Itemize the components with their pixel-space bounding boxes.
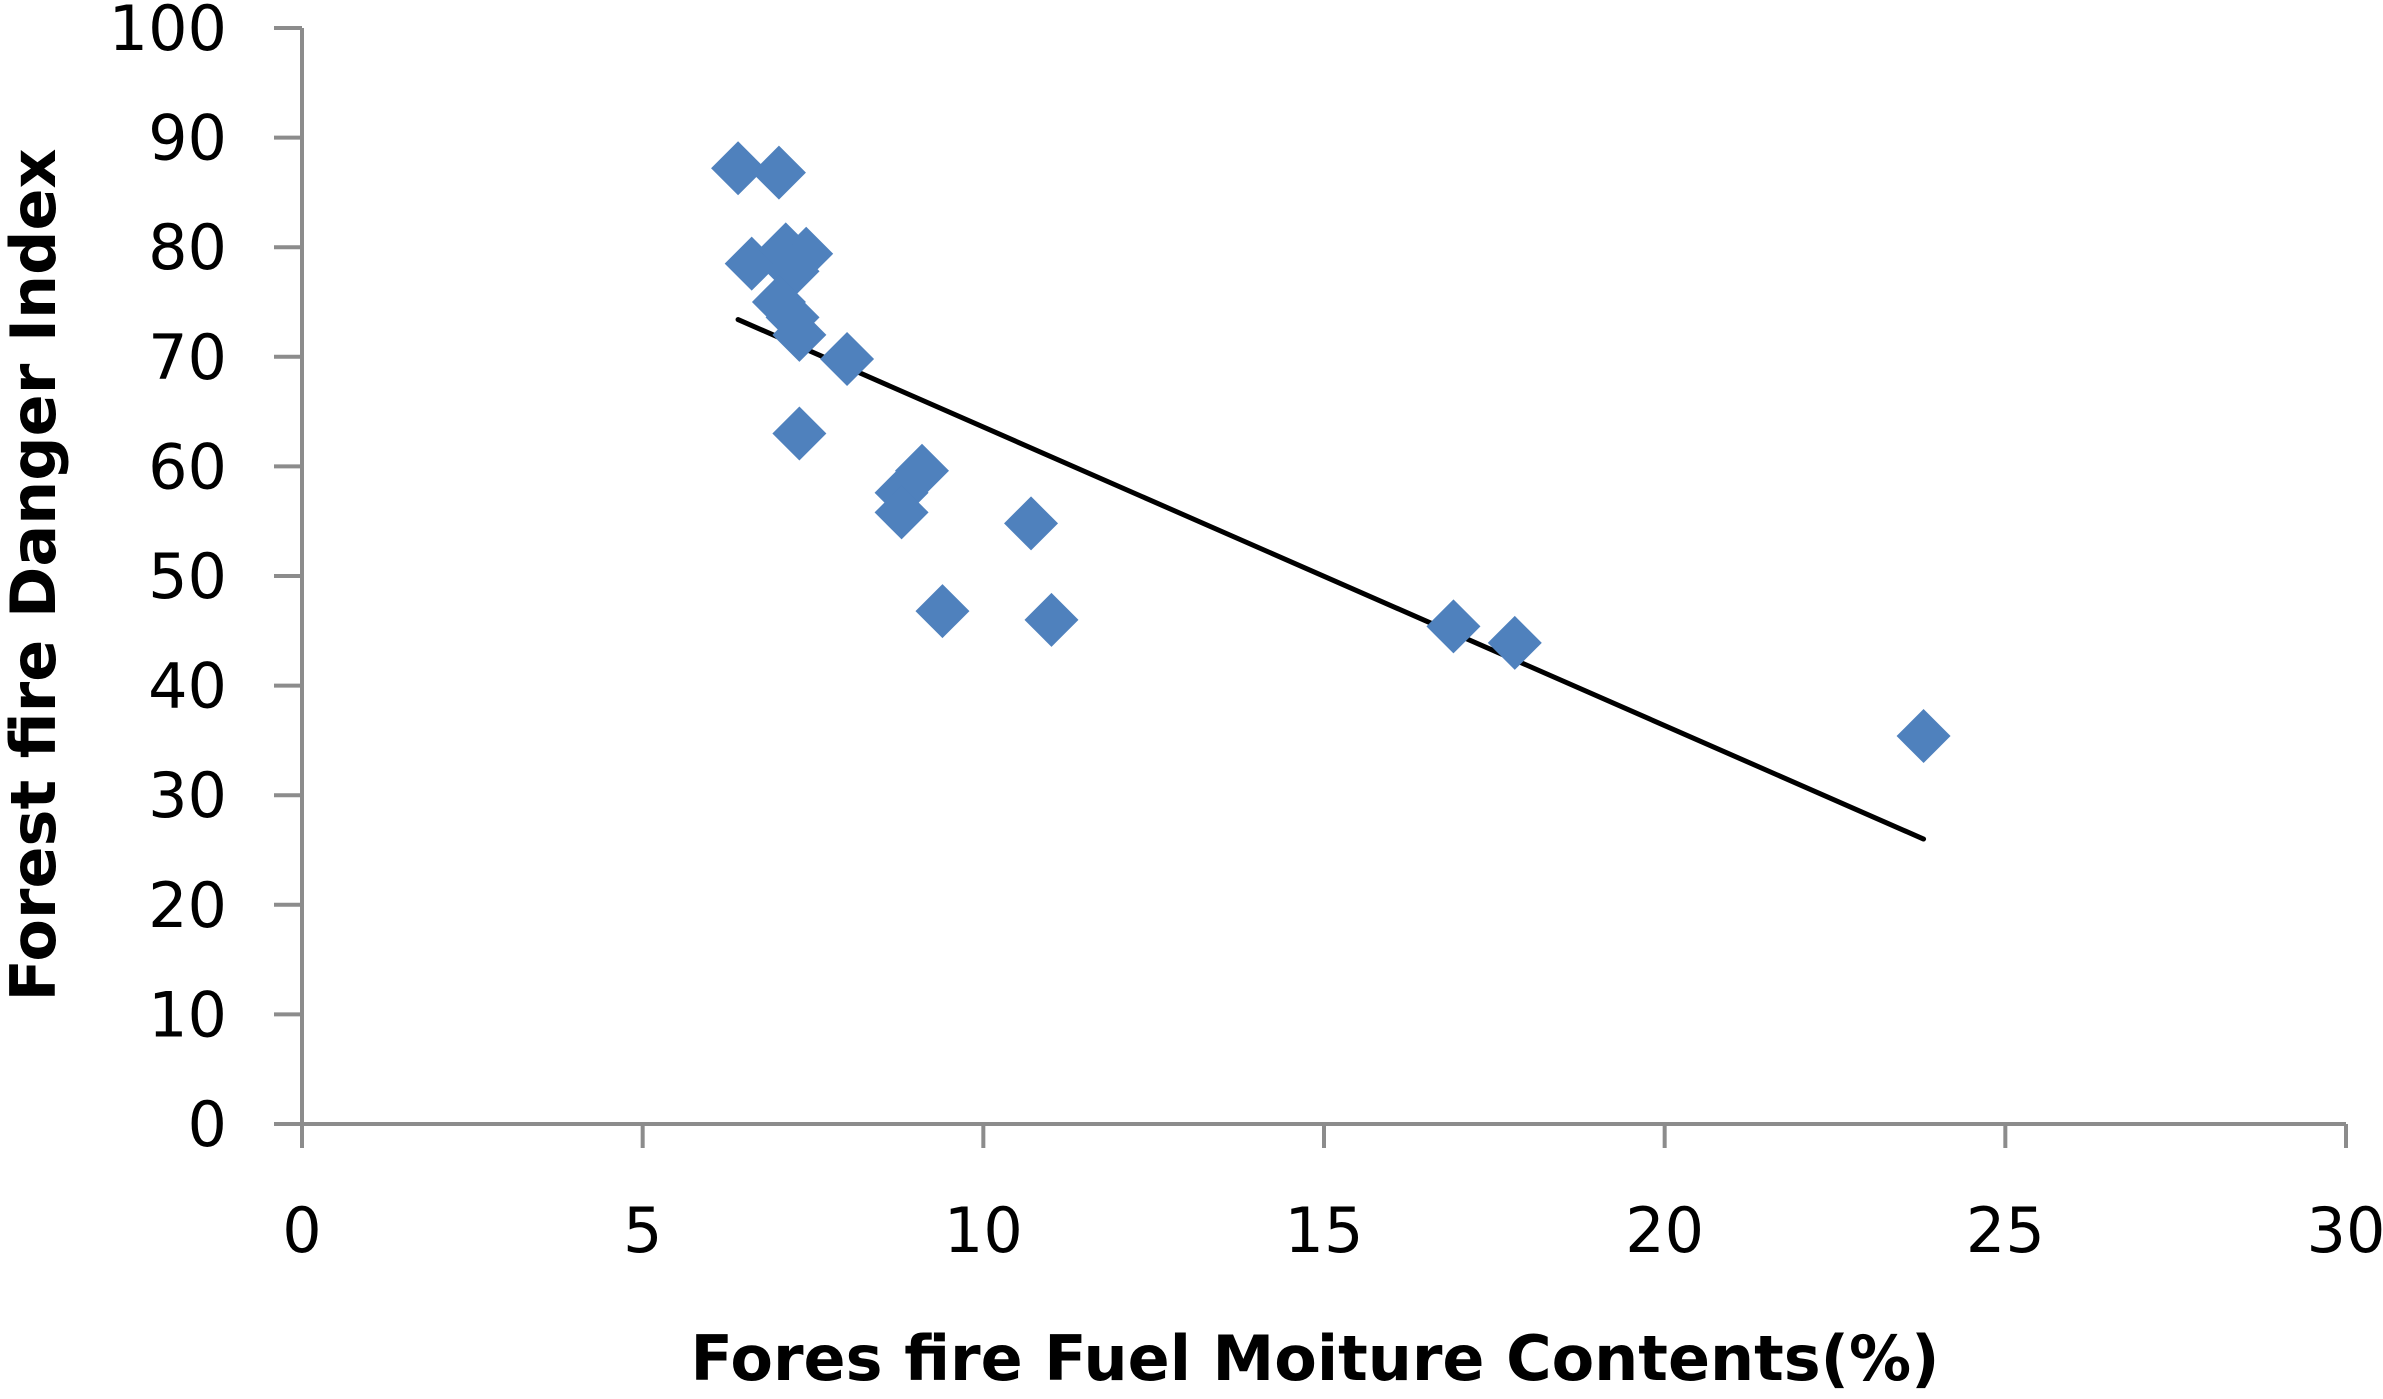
x-tick-label: 20: [1625, 1194, 1704, 1267]
y-tick-label: 50: [148, 540, 227, 613]
x-tick-label: 10: [944, 1194, 1023, 1267]
data-point: [820, 331, 875, 386]
y-tick-label: 10: [148, 978, 227, 1051]
trendline-group: [735, 317, 1927, 842]
y-tick-label: 90: [148, 102, 227, 175]
data-point: [1004, 496, 1059, 551]
data-point: [711, 141, 766, 196]
data-point: [1426, 599, 1481, 654]
data-point: [874, 485, 929, 540]
data-points: [711, 141, 1951, 764]
data-point: [1487, 615, 1542, 670]
y-tick-label: 80: [148, 211, 227, 284]
trendline: [735, 317, 1927, 842]
y-tick-label: 40: [148, 650, 227, 723]
data-point: [895, 443, 950, 498]
x-tick-label: 25: [1966, 1194, 2045, 1267]
data-point: [724, 236, 779, 291]
y-axis-title: Forest fire Danger Index: [0, 148, 70, 1001]
data-point: [772, 307, 827, 362]
x-tick-label: 30: [2307, 1194, 2383, 1267]
data-point: [915, 584, 970, 639]
y-tick-label: 0: [188, 1088, 227, 1161]
y-tick-label: 60: [148, 430, 227, 503]
x-axis-ticks: 0 5 10 15 20 25 30: [282, 1124, 2383, 1267]
axes: 0 10 20 30 40 50 60 70 80 90 100 0 5 10 15 20 25 30: [109, 0, 2383, 1267]
data-point: [1024, 592, 1079, 647]
x-tick-label: 15: [1285, 1194, 1364, 1267]
y-tick-label: 30: [148, 759, 227, 832]
data-point: [1896, 709, 1951, 764]
x-tick-label: 5: [623, 1194, 662, 1267]
data-point: [751, 145, 806, 200]
y-tick-label: 100: [109, 0, 227, 65]
data-point: [772, 406, 827, 461]
y-tick-label: 20: [148, 869, 227, 942]
y-tick-label: 70: [148, 321, 227, 394]
x-tick-label: 0: [282, 1194, 321, 1267]
x-axis-title: Fores fire Fuel Moiture Contents(%): [691, 1322, 1940, 1395]
y-axis-ticks: 0 10 20 30 40 50 60 70 80 90 100: [109, 0, 302, 1161]
